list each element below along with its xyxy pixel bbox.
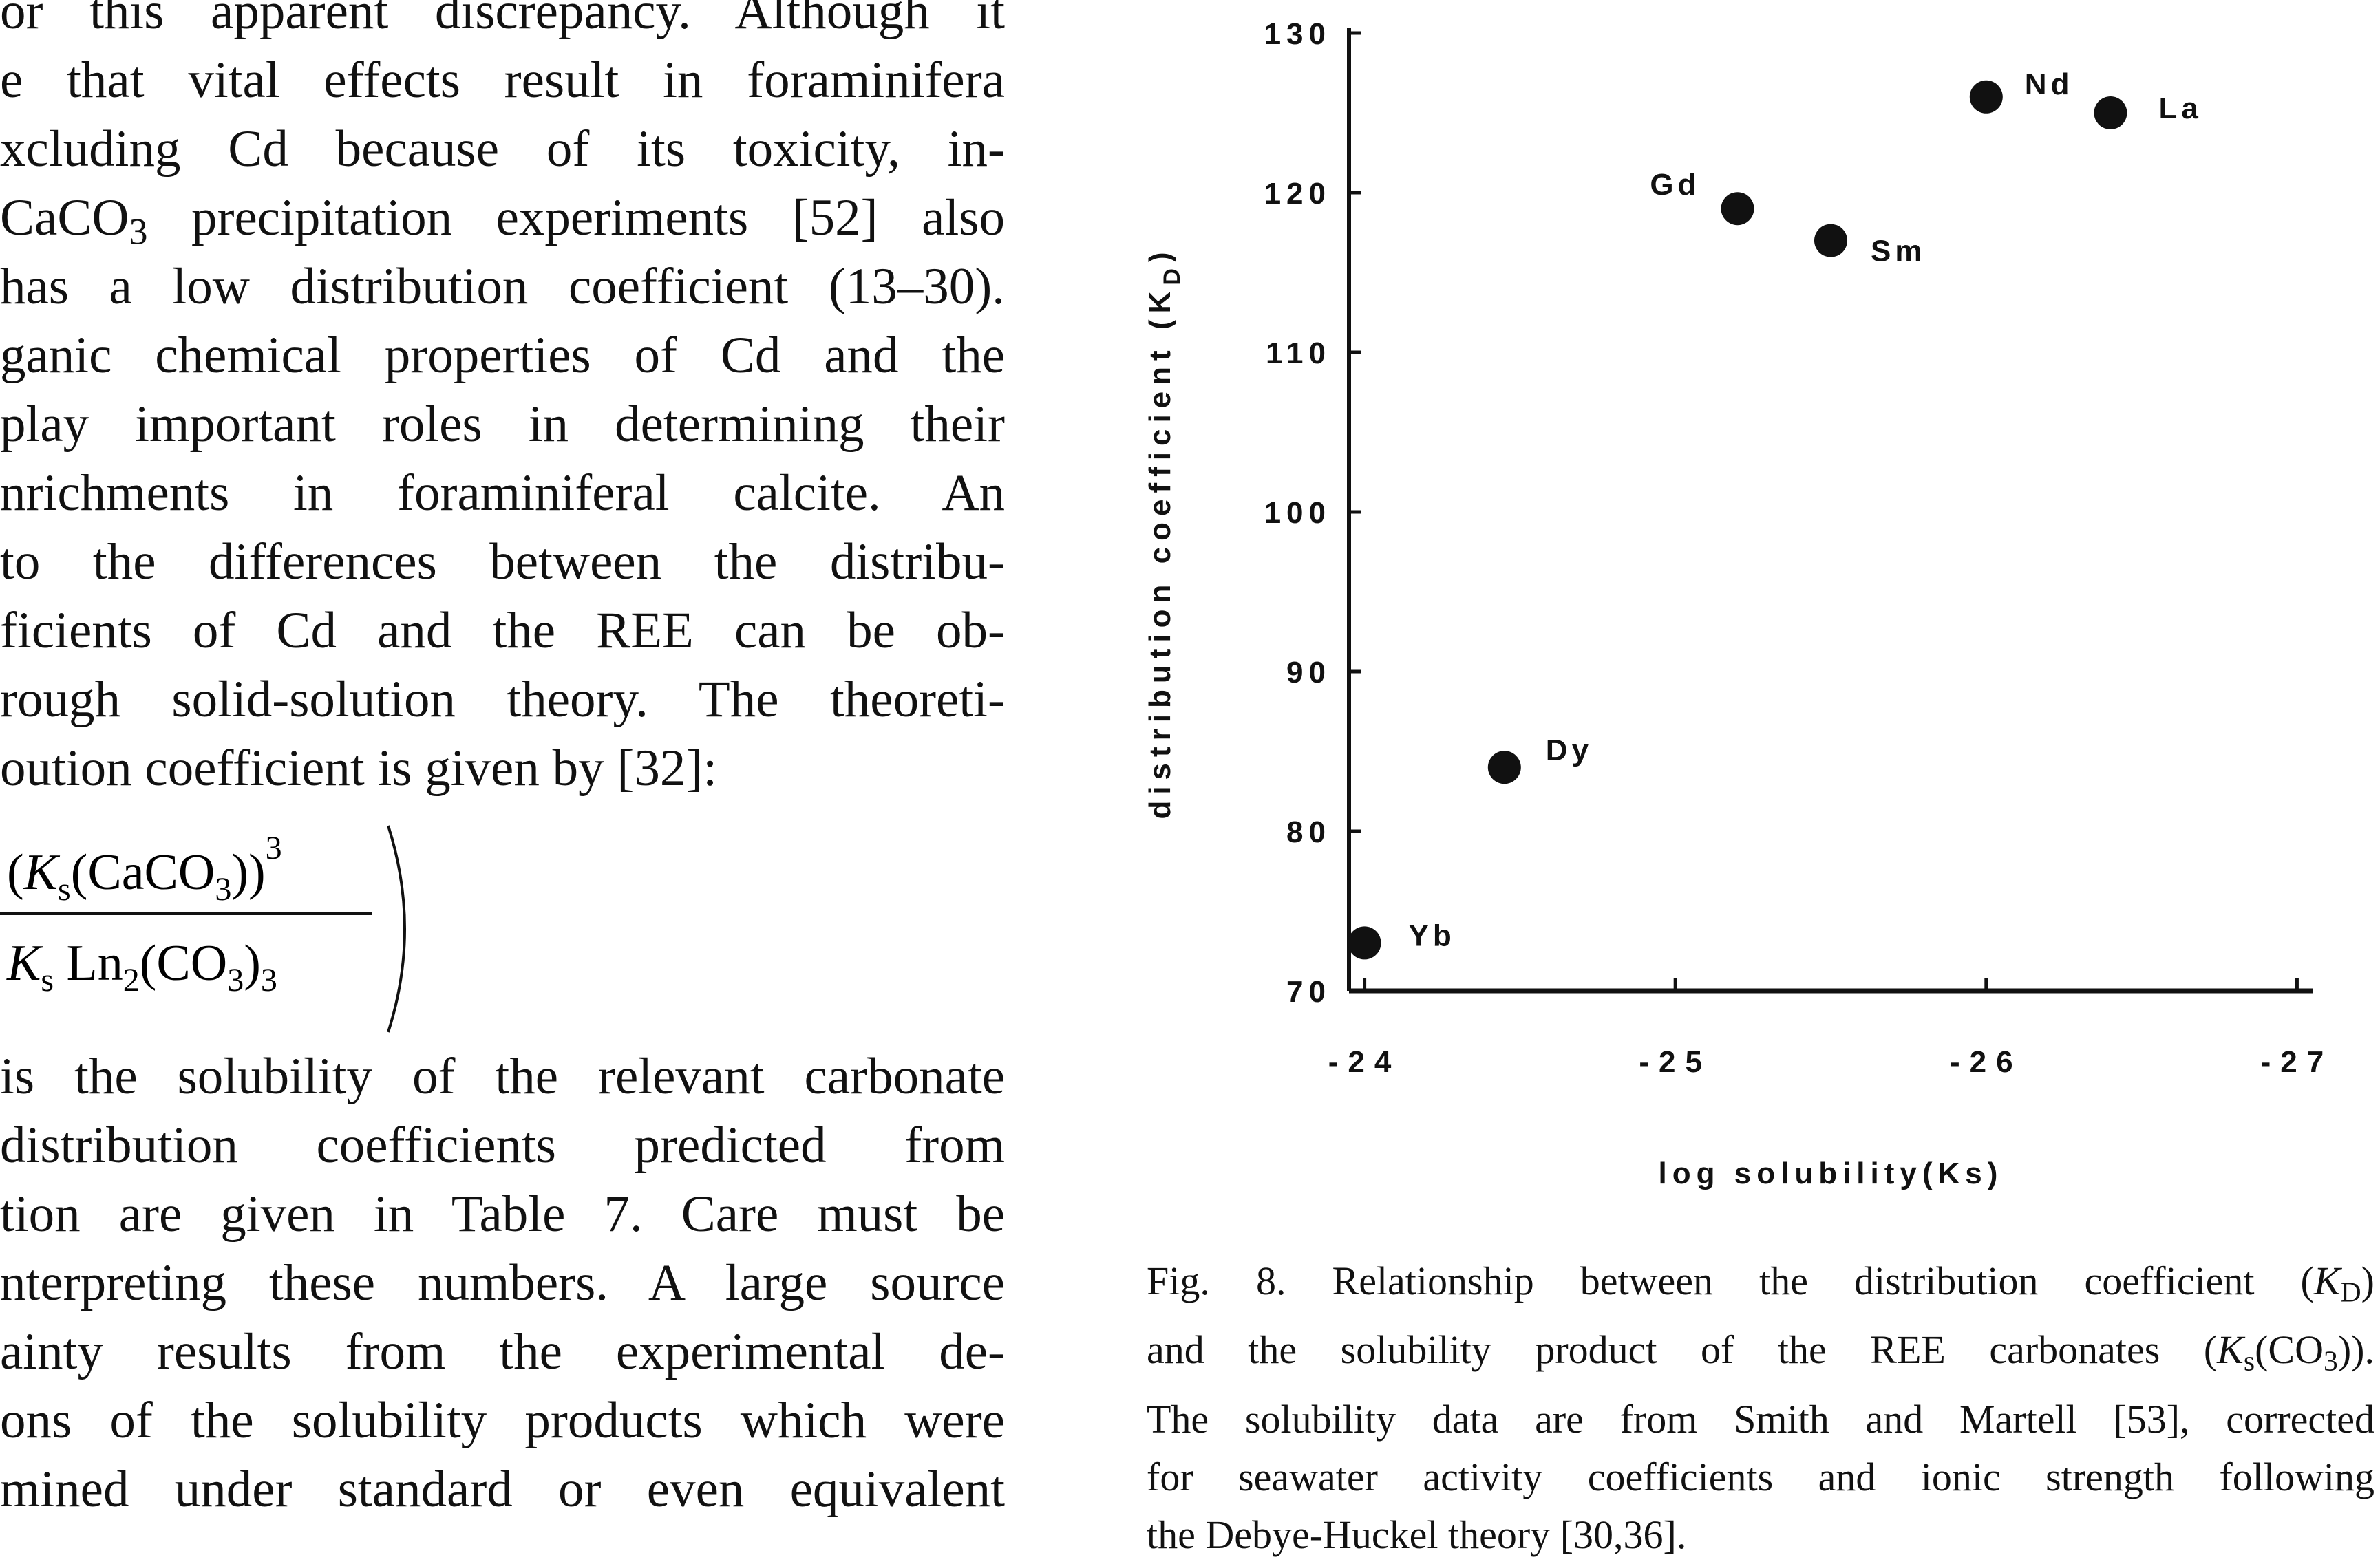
body-line-12: oution coefficient is given by [32]:: [0, 740, 718, 797]
y-tick-label: 130: [1264, 17, 1331, 51]
data-point-yb: [1348, 926, 1381, 960]
body-line-5: has a low distribution coefficient (13–3…: [0, 258, 1005, 315]
x-axis-title: log solubility(Ks): [1659, 1157, 2004, 1190]
body-line-2: e that vital effects result in foraminif…: [0, 52, 1005, 109]
body-line-1: or this apparent discrepancy. Although i…: [0, 0, 1005, 40]
x-tick-label: -26: [1950, 1045, 2023, 1079]
y-tick-label: 90: [1286, 656, 1331, 689]
caption-line-1: Fig. 8. Relationship between the distrib…: [1147, 1252, 2374, 1321]
body-line-4-a: CaCO: [0, 189, 129, 246]
y-axis-title-group: distribution coefficient (KD): [1143, 246, 1185, 819]
body-line-8: nrichments in foraminiferal calcite. An: [0, 464, 1005, 522]
y-tick-label: 80: [1286, 815, 1331, 849]
equation: (Ks(CaCO3))3 Ks Ln2(CO3)3: [0, 825, 406, 1033]
point-label-dy: Dy: [1546, 733, 1593, 767]
point-label-la: La: [2158, 92, 2202, 125]
body-text-column: or this apparent discrepancy. Although i…: [0, 0, 1012, 1533]
y-tick-label: 120: [1264, 177, 1331, 211]
y-tick-label: 70: [1286, 975, 1331, 1009]
point-label-yb: Yb: [1409, 919, 1456, 952]
body-line-14: distribution coefficients predicted from: [0, 1117, 1005, 1174]
caption-line-2: and the solubility product of the REE ca…: [1147, 1321, 2374, 1390]
body-line-9: to the differences between the distribu-: [0, 533, 1005, 590]
caption-line-2-a: and the solubility product of the REE ca…: [1147, 1327, 2218, 1373]
body-line-3: xcluding Cd because of its toxicity, in-: [0, 120, 1005, 178]
y-axis-title: distribution coefficient (KD): [1143, 246, 1185, 819]
body-line-13: is the solubility of the relevant carbon…: [0, 1048, 1005, 1105]
caption-line-2-c: )).: [2337, 1327, 2374, 1373]
body-line-18: ons of the solubility products which wer…: [0, 1392, 1005, 1449]
axes: [1347, 28, 2313, 994]
equation-numerator: (Ks(CaCO3))3: [7, 830, 282, 908]
data-point-nd: [1969, 80, 2003, 114]
point-label-nd: Nd: [2025, 67, 2074, 101]
caption-k-symbol: K: [2313, 1258, 2341, 1303]
caption-line-3: The solubility data are from Smith and M…: [1147, 1396, 2374, 1442]
body-line-4: CaCO3 precipitation experiments [52] als…: [0, 187, 1005, 263]
point-label-sm: Sm: [1871, 235, 1926, 268]
figure-caption: Fig. 8. Relationship between the distrib…: [1147, 1252, 2374, 1564]
caption-co3-sub: 3: [2323, 1345, 2338, 1378]
data-point-la: [2094, 96, 2127, 129]
body-line-7: play important roles in determining thei…: [0, 396, 1005, 453]
body-line-16: nterpreting these numbers. A large sourc…: [0, 1254, 1005, 1311]
x-tick-label: -25: [1639, 1045, 1712, 1079]
y-tick-label: 100: [1264, 496, 1331, 530]
body-line-17: ainty results from the experimental de-: [0, 1323, 1005, 1380]
scatter-chart: 70 80 90 100 110 120 130 -24 -25 -26 -27 Yb Dy Gd Sm N…: [1143, 17, 2334, 1190]
y-tick-label: 110: [1266, 336, 1331, 370]
body-line-4-b: precipitation experiments [52] also: [147, 189, 1005, 246]
data-points: Yb Dy Gd Sm Nd La: [1348, 67, 2202, 960]
ticks: 70 80 90 100 110 120 130 -24 -25 -26 -27: [1264, 17, 2334, 1079]
equation-right-paren: [387, 825, 406, 1033]
x-tick-label: -24: [1328, 1045, 1401, 1079]
caption-line-5: the Debye-Huckel theory [30,36].: [1147, 1512, 1687, 1557]
caption-ks-symbol: K: [2217, 1327, 2244, 1373]
equation-denominator: Ks Ln2(CO3)3: [6, 935, 277, 998]
data-point-sm: [1814, 224, 1847, 257]
data-point-gd: [1721, 192, 1754, 226]
caption-line-1-a: Fig. 8. Relationship between the distrib…: [1147, 1258, 2314, 1303]
body-line-15: tion are given in Table 7. Care must be: [0, 1186, 1005, 1243]
body-line-10: ficients of Cd and the REE can be ob-: [0, 602, 1005, 659]
body-line-11: rough solid-solution theory. The theoret…: [0, 671, 1005, 728]
caption-line-4: for seawater activity coefficients and i…: [1147, 1454, 2374, 1499]
figure-8: 70 80 90 100 110 120 130 -24 -25 -26 -27 Yb Dy Gd Sm N…: [1129, 0, 2380, 1225]
x-tick-label: -27: [2261, 1045, 2334, 1079]
body-line-6: ganic chemical properties of Cd and the: [0, 327, 1005, 384]
caption-ks-sub: s: [2243, 1345, 2255, 1378]
point-label-gd: Gd: [1650, 168, 1700, 202]
body-line-4-sub: 3: [129, 211, 148, 253]
body-line-19: mined under standard or even equivalent: [0, 1461, 1005, 1518]
data-point-dy: [1487, 751, 1521, 784]
caption-line-2-b: (CO: [2255, 1327, 2324, 1373]
caption-line-1-b: ): [2361, 1258, 2374, 1303]
caption-k-sub: D: [2340, 1276, 2361, 1309]
